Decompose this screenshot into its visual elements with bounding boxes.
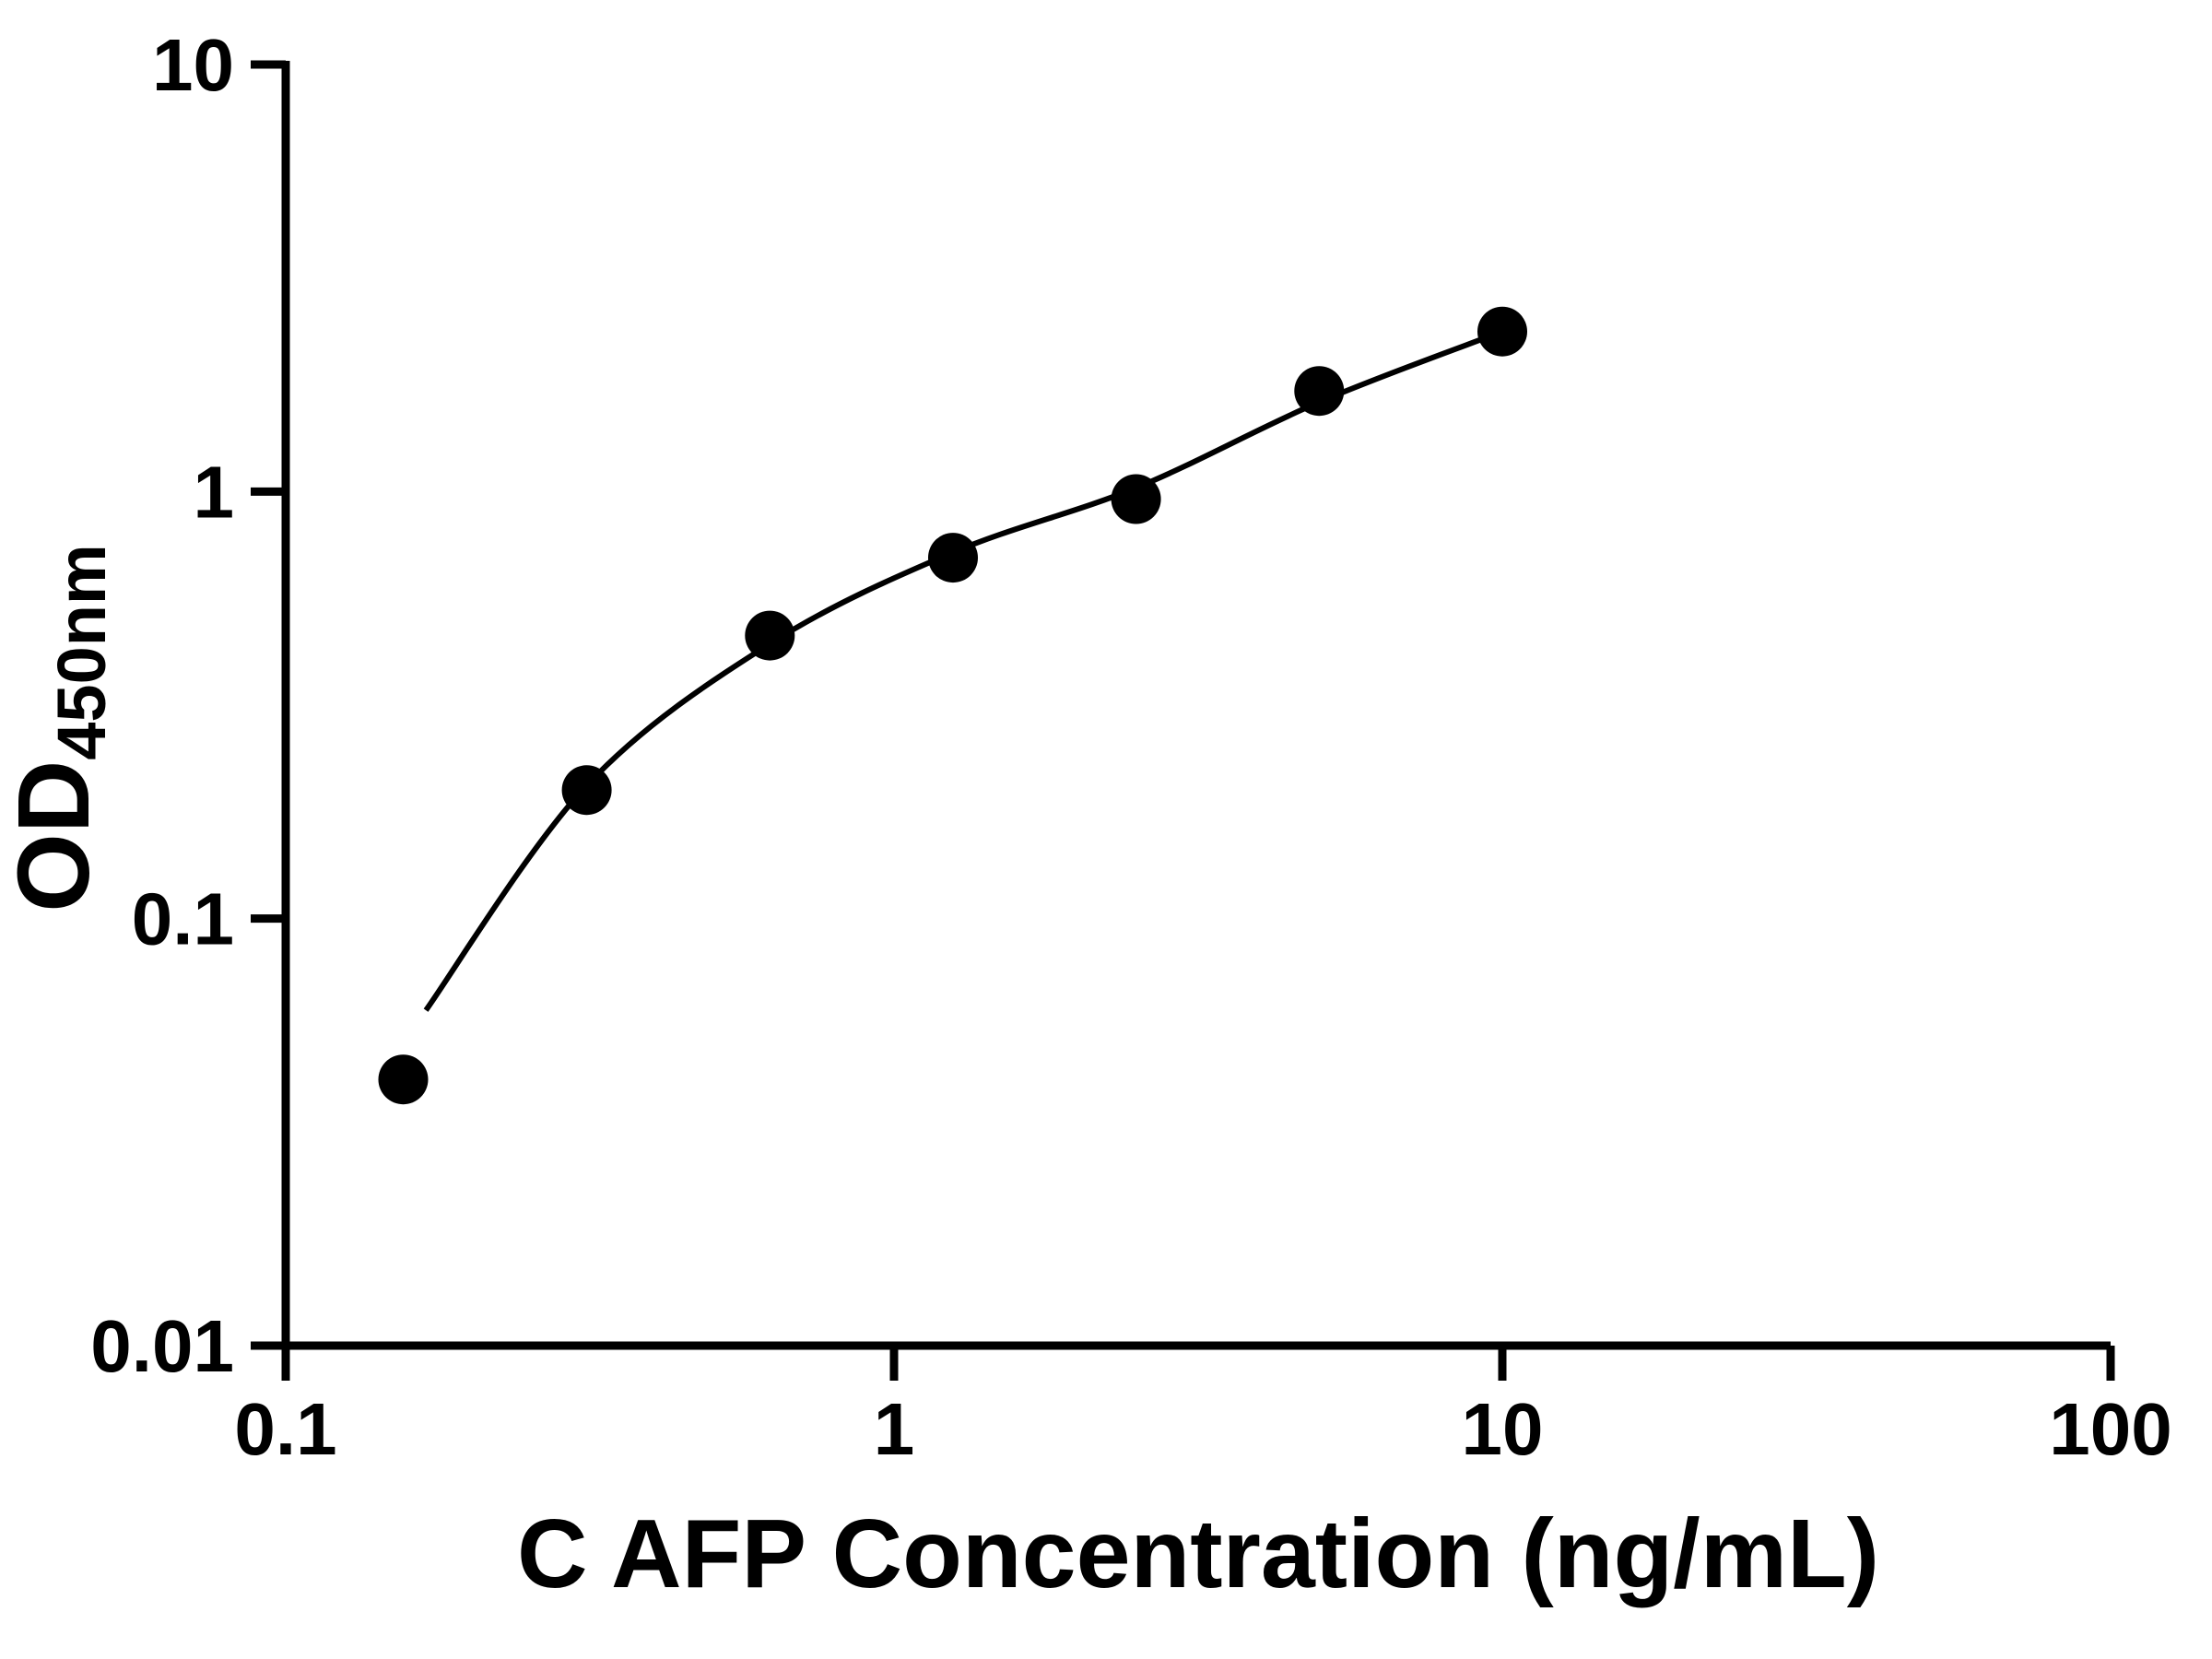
data-point [561,765,612,816]
data-point [1477,306,1527,357]
data-point [378,1054,429,1105]
x-tick-label: 10 [1462,1388,1544,1470]
y-axis-title-subscript: 450nm [43,544,120,759]
y-tick-label: 1 [194,451,235,533]
axes [281,61,2111,1350]
x-tick-label: 1 [874,1388,915,1470]
data-point-layer [378,306,1527,1105]
y-tick-label: 0.01 [90,1305,234,1387]
axis-lines [281,61,2111,1350]
data-point [928,533,978,583]
fit-curve-path [423,328,1504,1012]
tick-marks [251,60,2115,1381]
data-point [745,610,795,661]
y-axis-title-main: OD [0,760,111,912]
data-point [1294,366,1345,417]
x-tick-label: 0.1 [234,1388,336,1470]
y-tick-label: 10 [152,24,234,106]
x-tick-label: 100 [2049,1388,2171,1470]
y-axis-title: OD450nm [0,544,120,912]
x-axis-title: C AFP Concentration (ng/mL) [517,1500,1879,1608]
y-tick-label: 0.1 [132,878,234,960]
fit-curve-layer [423,328,1504,1012]
data-point [1111,474,1161,524]
